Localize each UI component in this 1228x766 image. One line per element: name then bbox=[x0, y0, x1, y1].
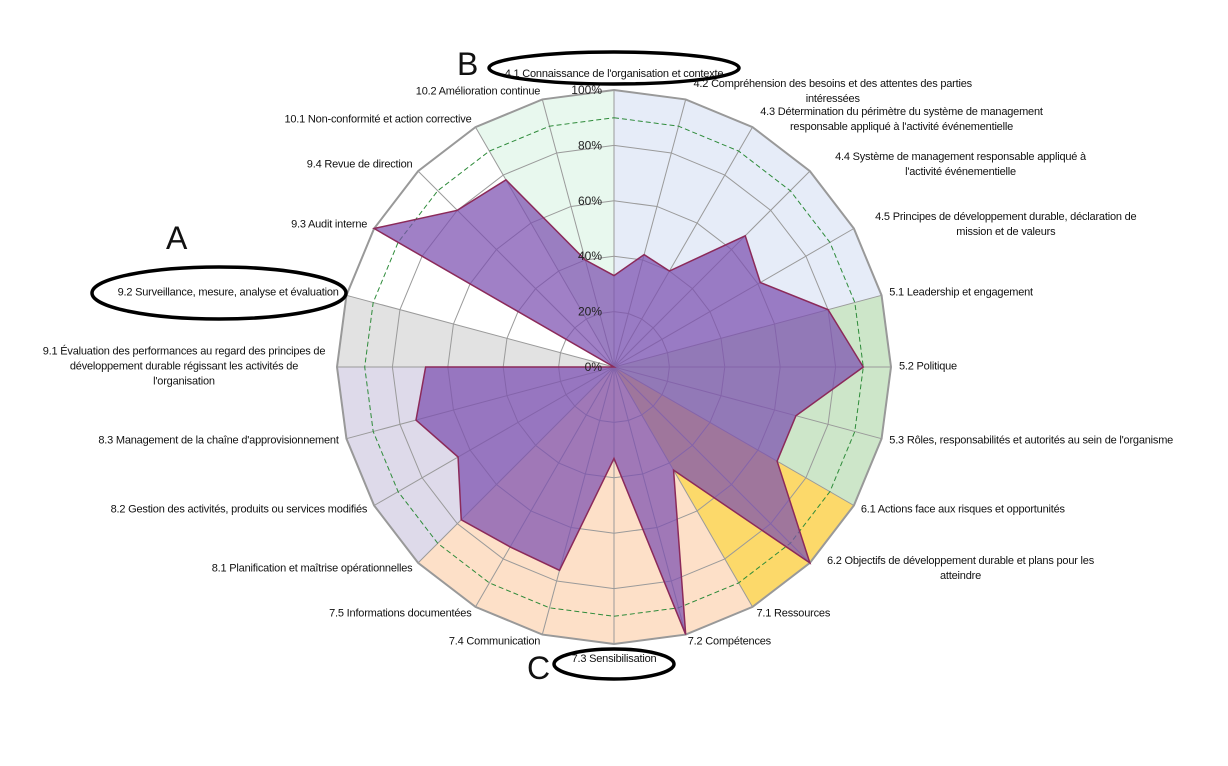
category-label: 9.2 Surveillance, mesure, analyse et éva… bbox=[117, 286, 339, 299]
highlight-ellipse bbox=[90, 265, 348, 321]
category-label: 10.2 Amélioration continue bbox=[415, 85, 541, 98]
category-label: 5.3 Rôles, responsabilités et autorités … bbox=[889, 434, 1174, 447]
category-label: 7.5 Informations documentées bbox=[329, 607, 472, 620]
category-label: 7.2 Compétences bbox=[687, 635, 771, 648]
category-label: 10.1 Non-conformité et action corrective bbox=[284, 113, 472, 126]
category-label: 9.3 Audit interne bbox=[291, 218, 368, 230]
y-tick-label: 80% bbox=[578, 138, 602, 152]
annotation: A bbox=[166, 220, 188, 256]
y-tick-label: 40% bbox=[578, 249, 602, 263]
category-label: 5.1 Leadership et engagement bbox=[889, 286, 1033, 299]
category-label: 4.3 Détermination du périmètre du systèm… bbox=[760, 106, 1043, 134]
y-tick-label: 60% bbox=[578, 194, 602, 208]
sector bbox=[337, 295, 614, 367]
y-tick-label: 100% bbox=[571, 83, 602, 97]
spoke bbox=[346, 294, 615, 368]
category-label: 6.2 Objectifs de développement durable e… bbox=[826, 554, 1095, 582]
plot: 0% 20% 40% 60% 80% 100% bbox=[335, 83, 893, 646]
highlight-ellipse bbox=[552, 647, 676, 681]
category-label: 8.2 Gestion des activités, produits ou s… bbox=[110, 503, 368, 515]
category-label: 4.4 Système de management responsable ap… bbox=[835, 151, 1086, 179]
target-ring bbox=[364, 117, 864, 617]
category-label: 7.1 Ressources bbox=[756, 607, 831, 620]
category-label: 4.1 Connaissance de l'organisation et co… bbox=[504, 68, 724, 80]
category-label: 9.4 Revue de direction bbox=[306, 158, 413, 171]
annotation: B bbox=[457, 46, 479, 82]
y-tick-label: 0% bbox=[585, 360, 603, 374]
category-label: 7.4 Communication bbox=[448, 635, 541, 648]
sector bbox=[346, 228, 614, 367]
category-label: 7.3 Sensibilisation bbox=[571, 653, 657, 665]
highlight-ellipse bbox=[487, 50, 741, 86]
category-label: 8.1 Planification et maîtrise opérationn… bbox=[211, 562, 413, 575]
annotation: C bbox=[527, 650, 551, 686]
category-label: 4.5 Principes de développement durable, … bbox=[875, 210, 1137, 238]
category-label: 6.1 Actions face aux risques et opportun… bbox=[860, 503, 1065, 515]
y-tick-label: 20% bbox=[578, 305, 602, 319]
series-area bbox=[372, 178, 865, 635]
category-label: 5.2 Politique bbox=[899, 360, 957, 373]
category-label: 4.2 Compréhension des besoins et des att… bbox=[693, 77, 973, 105]
category-label: 8.3 Management de la chaîne d'approvisio… bbox=[98, 434, 339, 447]
category-label: 9.1 Évaluation des performances au regar… bbox=[42, 345, 326, 388]
